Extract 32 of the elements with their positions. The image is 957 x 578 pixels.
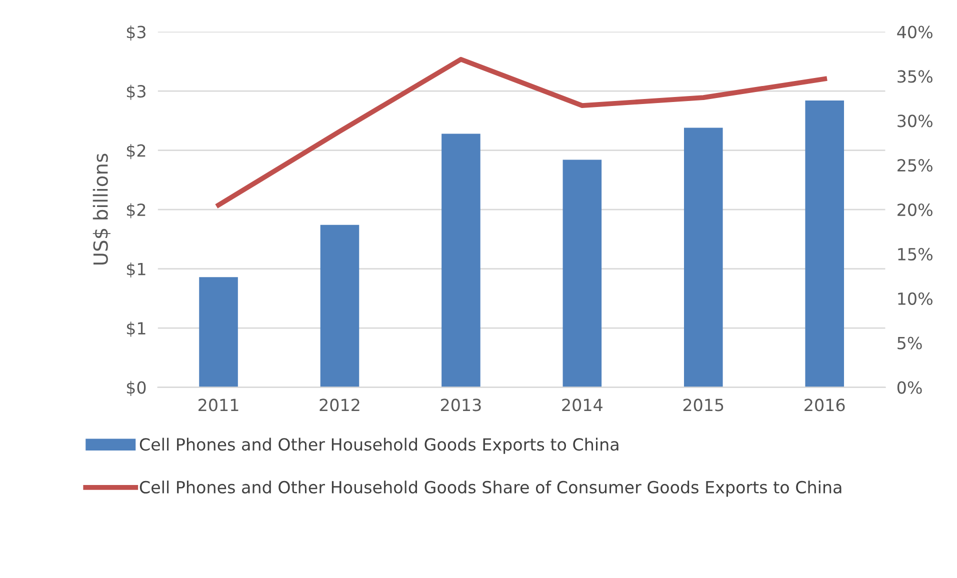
legend-label: Cell Phones and Other Household Goods Share of Consumer Goods Exports to China: [140, 480, 842, 497]
y2-tick-label: 15%: [898, 248, 932, 261]
y-axis-title: US$ billions: [92, 154, 111, 265]
x-tick-label: 2014: [562, 398, 602, 412]
y2-tick-label: 30%: [898, 114, 932, 128]
y-tick-label: $3: [126, 84, 146, 100]
bar: [442, 134, 480, 388]
x-tick-label: 2012: [320, 398, 360, 412]
x-tick-label: 2016: [804, 398, 845, 412]
y-tick-label: $0: [126, 380, 146, 396]
y2-tick-label: 40%: [897, 26, 932, 38]
bar: [805, 100, 844, 388]
bar: [684, 128, 723, 388]
bar: [562, 160, 602, 388]
y2-tick-label: 20%: [898, 203, 932, 216]
y-tick-label: $2: [126, 203, 146, 218]
y2-tick-label: 0%: [897, 381, 922, 394]
y2-tick-label: 35%: [898, 70, 932, 83]
y-tick-label: $3: [126, 25, 146, 41]
y2-tick-label: 10%: [898, 292, 932, 305]
y-tick-label: $2: [126, 144, 146, 160]
y-tick-label: $1: [126, 262, 146, 278]
y2-tick-label: 25%: [898, 159, 932, 172]
x-tick-label: 2015: [683, 398, 724, 412]
bar: [199, 277, 238, 388]
y2-tick-label: 5%: [898, 336, 922, 350]
line-series: [216, 56, 828, 208]
y-tick-label: $1: [126, 322, 146, 337]
bar: [320, 224, 360, 388]
x-tick-label: 2011: [198, 398, 238, 412]
legend-label: Cell Phones and Other Household Goods Exports to China: [140, 438, 618, 454]
x-tick-label: 2013: [440, 398, 481, 412]
